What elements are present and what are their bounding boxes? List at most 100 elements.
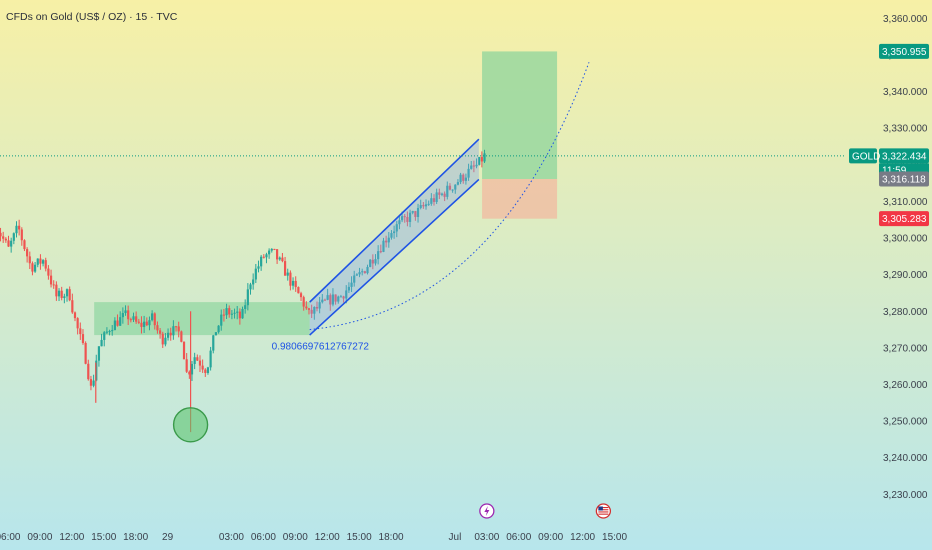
candle-body [10, 240, 13, 247]
x-tick-label: 15:00 [91, 532, 116, 543]
candle-body [427, 203, 430, 205]
candle-body [278, 257, 281, 260]
candle-body [371, 259, 374, 264]
candle-body [289, 272, 292, 286]
candle-body [236, 311, 239, 313]
candle-body [257, 266, 260, 269]
candle-body [270, 248, 273, 251]
candle-body [89, 379, 93, 386]
candle-body [230, 313, 233, 315]
candle-body [262, 256, 265, 258]
y-tick-label: 3,250.000 [883, 417, 928, 428]
candle-body [387, 237, 390, 243]
candle-body [361, 271, 364, 273]
flag-stripe [598, 511, 609, 513]
flag-stripe [598, 509, 609, 511]
candle-body [440, 193, 444, 195]
candle-body [68, 289, 71, 301]
candle-body [480, 157, 483, 162]
y-tick-label: 3,310.000 [883, 197, 928, 208]
last-price-badge: 3,322.434 [882, 151, 927, 162]
stop-loss-badge: 3,305.283 [882, 214, 927, 225]
candle-body [334, 294, 337, 302]
candle-body [12, 233, 15, 241]
candle-body [416, 207, 420, 217]
candle-body [47, 268, 50, 276]
candle-body [302, 297, 305, 307]
candle-body [393, 231, 396, 234]
flag-stripe [598, 507, 609, 509]
candle-body [212, 335, 215, 351]
candle-body [20, 229, 23, 241]
candle-body [2, 236, 5, 239]
candle-body [329, 295, 332, 305]
candle-body [185, 359, 188, 372]
candle-body [135, 316, 138, 322]
candle-body [153, 313, 156, 326]
candle-body [478, 157, 481, 165]
candle-body [121, 313, 124, 318]
candle-body [137, 321, 140, 323]
candle-body [472, 165, 475, 167]
x-tick-label: 06:00 [506, 532, 531, 543]
candle-body [377, 251, 380, 260]
candle-body [151, 313, 154, 321]
candle-body [403, 216, 406, 218]
candle-body [249, 284, 252, 290]
candle-body [148, 320, 151, 326]
candle-body [252, 279, 255, 285]
candle-body [323, 299, 327, 301]
candle-body [55, 284, 58, 297]
candle-body [353, 275, 356, 283]
candle-body [275, 249, 279, 260]
candle-body [65, 289, 69, 297]
chart-title: CFDs on Gold (US$ / OZ) · 15 · TVC [6, 11, 178, 23]
y-tick-label: 3,300.000 [883, 234, 928, 245]
candle-body [260, 256, 263, 267]
x-tick-label: 09:00 [283, 532, 308, 543]
candle-body [140, 322, 143, 327]
candle-body [60, 290, 63, 299]
candle-body [430, 198, 433, 204]
candle-body [34, 264, 37, 272]
candle-body [363, 271, 366, 274]
candle-body [337, 296, 340, 302]
x-tick-label: 03:00 [474, 532, 499, 543]
y-tick-label: 3,290.000 [883, 270, 928, 281]
candle-body [97, 346, 101, 361]
candle-body [174, 326, 178, 328]
countdown-label: 11:59 [882, 165, 907, 176]
candle-body [315, 306, 319, 309]
stop-loss-box [482, 179, 558, 219]
candle-body [241, 308, 244, 319]
candle-body [467, 168, 470, 178]
candle-body [446, 185, 449, 197]
candle-body [4, 238, 7, 241]
candle-body [52, 284, 55, 286]
candle-body [105, 331, 109, 333]
take-profit-badge-bg [879, 43, 929, 59]
candle-body [244, 305, 247, 309]
candle-body [172, 326, 175, 336]
candle-body [310, 309, 313, 314]
candle-body [438, 192, 441, 195]
candle-body [408, 212, 412, 222]
candle-body [166, 332, 170, 338]
candle-body [206, 367, 210, 373]
x-tick-label: 09:00 [27, 532, 52, 543]
candle-body [443, 193, 446, 197]
candle-body [190, 363, 194, 375]
candle-body [268, 250, 271, 255]
symbol-tag-bg [849, 148, 877, 164]
candle-body [339, 296, 343, 298]
demand-zone [94, 302, 310, 336]
candle-body [347, 286, 350, 291]
candle-body [182, 341, 186, 360]
candle-body [7, 240, 10, 247]
candle-body [307, 308, 311, 310]
us-flag-icon [595, 503, 612, 519]
candle-body [233, 312, 236, 314]
candle-body [483, 153, 486, 162]
candle-body [71, 300, 74, 313]
